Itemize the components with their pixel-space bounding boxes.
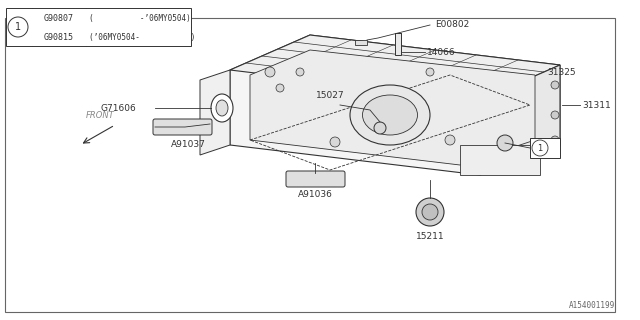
Bar — [6, 8, 191, 46]
Text: 31311: 31311 — [582, 100, 611, 109]
Ellipse shape — [211, 94, 233, 122]
Text: 14066: 14066 — [427, 47, 456, 57]
FancyBboxPatch shape — [286, 171, 345, 187]
Text: G90807: G90807 — [44, 13, 74, 22]
Text: A91036: A91036 — [298, 190, 332, 199]
Text: G90815: G90815 — [44, 33, 74, 42]
Bar — [355, 40, 367, 45]
Text: A91037: A91037 — [171, 140, 205, 149]
Circle shape — [276, 84, 284, 92]
Circle shape — [551, 81, 559, 89]
Polygon shape — [480, 65, 560, 175]
FancyBboxPatch shape — [153, 119, 212, 135]
Text: 1: 1 — [15, 22, 21, 32]
Circle shape — [8, 17, 28, 37]
Circle shape — [422, 204, 438, 220]
Bar — [460, 145, 540, 175]
Polygon shape — [250, 50, 535, 165]
Text: A154001199: A154001199 — [569, 301, 615, 310]
Circle shape — [426, 68, 434, 76]
Text: 1: 1 — [538, 143, 543, 153]
Circle shape — [296, 68, 304, 76]
Polygon shape — [230, 35, 560, 175]
Text: (          -’06MY0504): ( -’06MY0504) — [89, 13, 191, 22]
Text: 31325: 31325 — [548, 68, 576, 76]
Ellipse shape — [350, 85, 430, 145]
Circle shape — [532, 140, 548, 156]
Circle shape — [445, 135, 455, 145]
Text: 15211: 15211 — [416, 232, 444, 241]
Bar — [530, 138, 560, 158]
Circle shape — [330, 137, 340, 147]
Text: E00802: E00802 — [435, 20, 469, 28]
Circle shape — [551, 136, 559, 144]
Polygon shape — [230, 35, 560, 100]
Circle shape — [374, 122, 386, 134]
Circle shape — [265, 67, 275, 77]
Text: (’06MY0504-           ): (’06MY0504- ) — [89, 33, 195, 42]
Bar — [395, 33, 401, 55]
Ellipse shape — [362, 95, 417, 135]
Text: G71606: G71606 — [100, 103, 136, 113]
Circle shape — [497, 135, 513, 151]
Text: 15027: 15027 — [316, 91, 344, 100]
Text: FRONT: FRONT — [86, 111, 115, 120]
Ellipse shape — [216, 100, 228, 116]
Circle shape — [551, 111, 559, 119]
Polygon shape — [200, 70, 230, 155]
Circle shape — [416, 198, 444, 226]
